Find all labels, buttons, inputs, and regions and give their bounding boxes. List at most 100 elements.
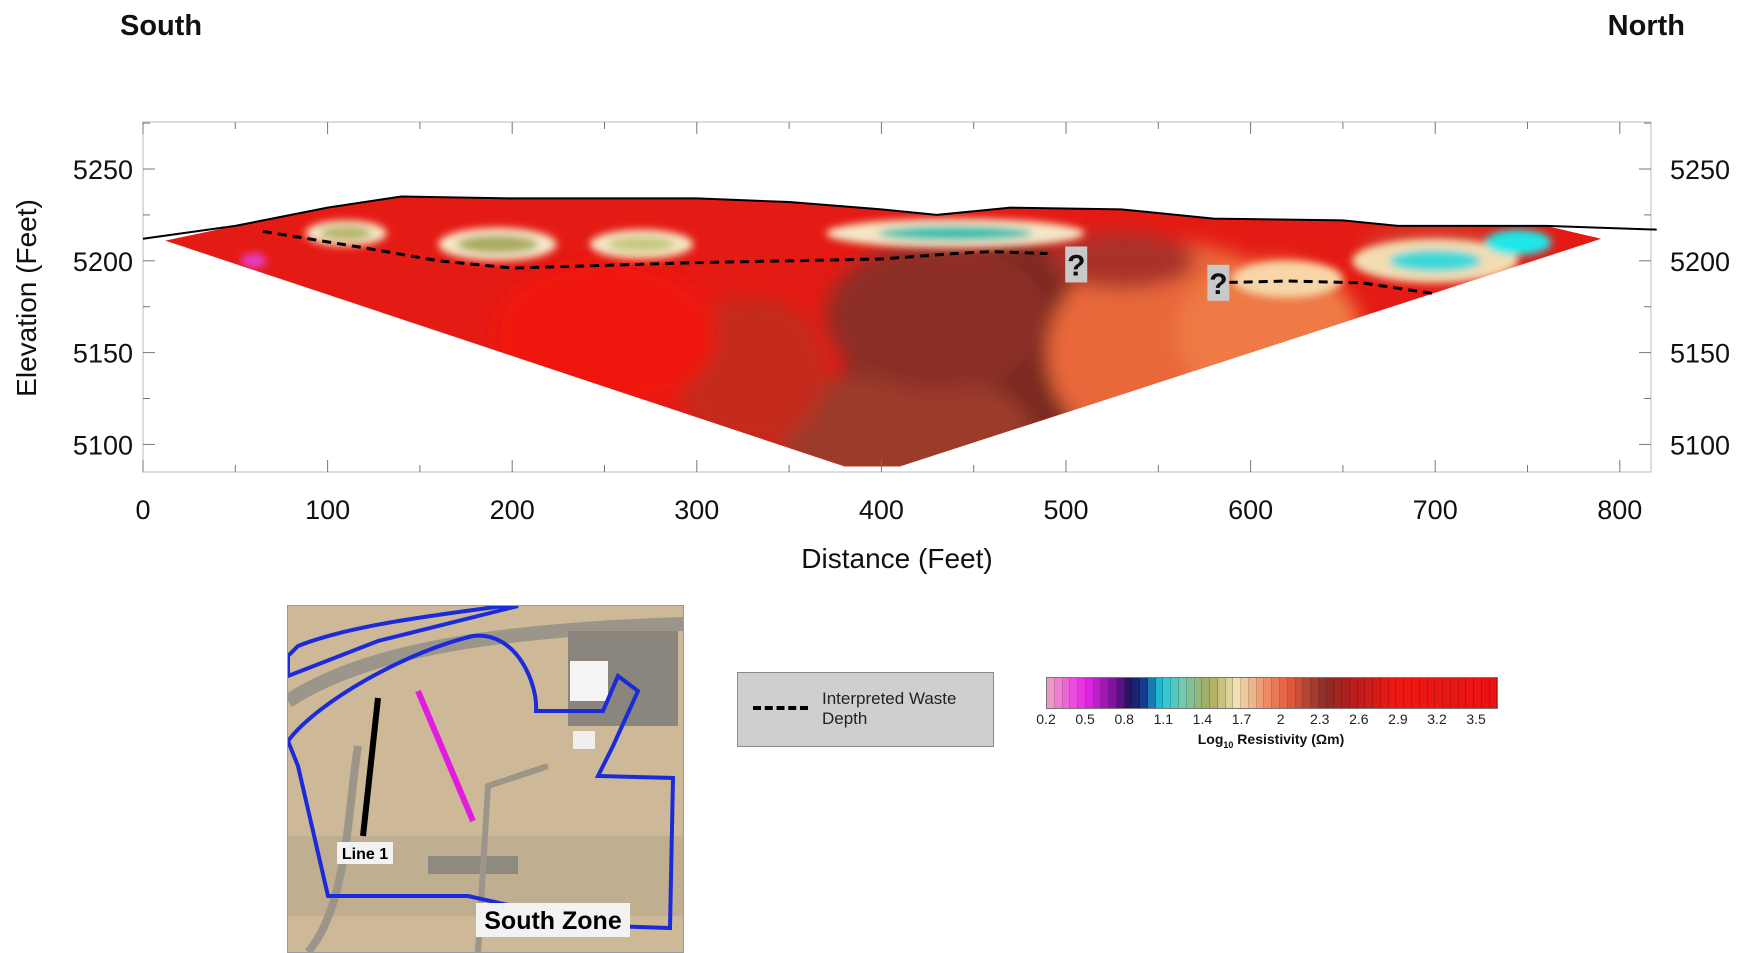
x-tick-label-800: 800 (1597, 495, 1642, 525)
colorbar-swatch-57 (1489, 678, 1498, 708)
x-tick-label-100: 100 (305, 495, 350, 525)
colorbar-swatch-32 (1295, 678, 1304, 708)
section-anomaly-5 (608, 236, 675, 252)
colorbar-swatch-5 (1085, 678, 1094, 708)
colorbar-swatch-11 (1132, 678, 1141, 708)
section-zone-4 (826, 242, 1048, 390)
colorbar-swatch-4 (1078, 678, 1086, 708)
colorbar-swatch-27 (1256, 678, 1265, 708)
colorbar-swatch-54 (1466, 678, 1475, 708)
colorbar-swatch-39 (1349, 678, 1358, 708)
map-building-1 (570, 661, 608, 701)
colorbar-swatch-43 (1380, 678, 1389, 708)
colorbar-ticks: 0.2 0.5 0.8 1.1 1.4 1.7 2 2.3 2.6 2.9 3.2 3.5 (1030, 711, 1530, 729)
colorbar-tick-6: 2 (1276, 711, 1285, 727)
colorbar-swatch-13 (1147, 678, 1156, 708)
colorbar-swatch-33 (1303, 678, 1312, 708)
colorbar-swatch-14 (1155, 678, 1164, 708)
colorbar-title: Log10 Resistivity (Ωm) (1046, 731, 1496, 750)
y-tick-label-right-5150: 5150 (1670, 339, 1730, 369)
line-1-survey-line (360, 697, 381, 837)
x-tick-label-600: 600 (1228, 495, 1273, 525)
resistivity-colorbar (1046, 677, 1498, 709)
x-tick-label-400: 400 (859, 495, 904, 525)
waste-depth-line-0 (262, 229, 1048, 270)
colorbar-swatch-35 (1318, 678, 1327, 708)
resistivity-section-chart: ?? 0 100 200 300 400 500 600 700 800 5100 5100 5150… (11, 121, 1730, 574)
colorbar-swatch-19 (1194, 678, 1203, 708)
colorbar-swatch-38 (1342, 678, 1350, 708)
direction-north-label: North (1607, 10, 1685, 42)
colorbar-swatch-25 (1241, 678, 1249, 708)
colorbar-swatch-45 (1396, 678, 1405, 708)
waste-depth-lines (262, 229, 1436, 296)
colorbar-swatch-36 (1326, 678, 1335, 708)
section-anomaly-7 (877, 225, 1033, 241)
colorbar-swatch-22 (1217, 678, 1226, 708)
annotation-bg-1 (1207, 264, 1230, 301)
plot-frame (142, 121, 1652, 473)
zone-boundary (288, 633, 676, 931)
colorbar-tick-2: 0.8 (1114, 711, 1134, 727)
y-tick-label-left-5200: 5200 (73, 247, 133, 277)
colorbar-swatch-50 (1435, 678, 1444, 708)
colorbar-swatch-46 (1404, 678, 1412, 708)
colorbar-swatch-23 (1225, 678, 1234, 708)
colorbar-swatch-10 (1124, 678, 1133, 708)
colorbar-swatch-56 (1481, 678, 1490, 708)
colorbar-swatch-51 (1443, 678, 1451, 708)
colorbar-swatch-0 (1047, 678, 1055, 708)
annotation-1: ? (1209, 268, 1227, 301)
colorbar-swatch-20 (1202, 678, 1211, 708)
colorbar-swatch-47 (1411, 678, 1420, 708)
section-zone-8 (493, 260, 716, 408)
map-building-2 (573, 731, 595, 749)
section-anomaly-10 (1485, 229, 1552, 256)
y-tick-label-right-5100: 5100 (1670, 430, 1730, 460)
x-tick-label-300: 300 (674, 495, 719, 525)
section-anomaly-12 (1232, 260, 1343, 298)
colorbar-swatch-8 (1109, 678, 1117, 708)
axis-tick-labels: 0 100 200 300 400 500 600 700 800 5100 5100 5150 515… (73, 155, 1730, 525)
x-tick-label-700: 700 (1413, 495, 1458, 525)
y-tick-label-left-5250: 5250 (73, 155, 133, 185)
colorbar-tick-5: 1.7 (1231, 711, 1252, 727)
section-anomaly-1 (320, 225, 372, 241)
magenta-survey-line (415, 689, 476, 823)
colorbar-swatch-17 (1179, 678, 1187, 708)
colorbar-swatch-9 (1116, 678, 1125, 708)
annotation-0: ? (1067, 249, 1085, 282)
colorbar-tick-11: 3.5 (1466, 711, 1486, 727)
map-road-3 (475, 763, 549, 952)
colorbar-swatch-48 (1419, 678, 1428, 708)
colorbar-swatch-30 (1279, 678, 1288, 708)
waste-depth-line-1 (1213, 279, 1436, 296)
colorbar-swatch-42 (1373, 678, 1381, 708)
colorbar-title-sub: 10 (1223, 739, 1234, 750)
colorbar-swatch-2 (1062, 678, 1071, 708)
colorbar-swatch-31 (1287, 678, 1296, 708)
x-axis-label: Distance (Feet) (801, 543, 992, 574)
line-1-label: Line 1 (342, 846, 388, 863)
x-tick-label-500: 500 (1043, 495, 1088, 525)
colorbar-swatch-1 (1054, 678, 1063, 708)
section-anomaly-11 (240, 253, 267, 269)
y-axis-label: Elevation (Feet) (11, 199, 42, 397)
y-tick-label-right-5250: 5250 (1670, 155, 1730, 185)
direction-south-label: South (120, 10, 203, 42)
map-boundary-top (288, 606, 519, 679)
colorbar-swatch-6 (1093, 678, 1102, 708)
colorbar-swatch-7 (1101, 678, 1110, 708)
y-tick-label-left-5150: 5150 (73, 339, 133, 369)
colorbar-swatch-40 (1357, 678, 1366, 708)
colorbar-swatch-16 (1171, 678, 1180, 708)
colorbar-tick-4: 1.4 (1192, 711, 1213, 727)
colorbar-swatch-15 (1163, 678, 1172, 708)
line-1-label-bg (337, 842, 393, 864)
legend-dashed-line (753, 706, 808, 710)
axis-ticks (142, 122, 1651, 472)
x-tick-label-200: 200 (490, 495, 535, 525)
colorbar-tick-8: 2.6 (1349, 711, 1369, 727)
colorbar-tick-0: 0.2 (1036, 711, 1056, 727)
colorbar-swatch-37 (1334, 678, 1343, 708)
